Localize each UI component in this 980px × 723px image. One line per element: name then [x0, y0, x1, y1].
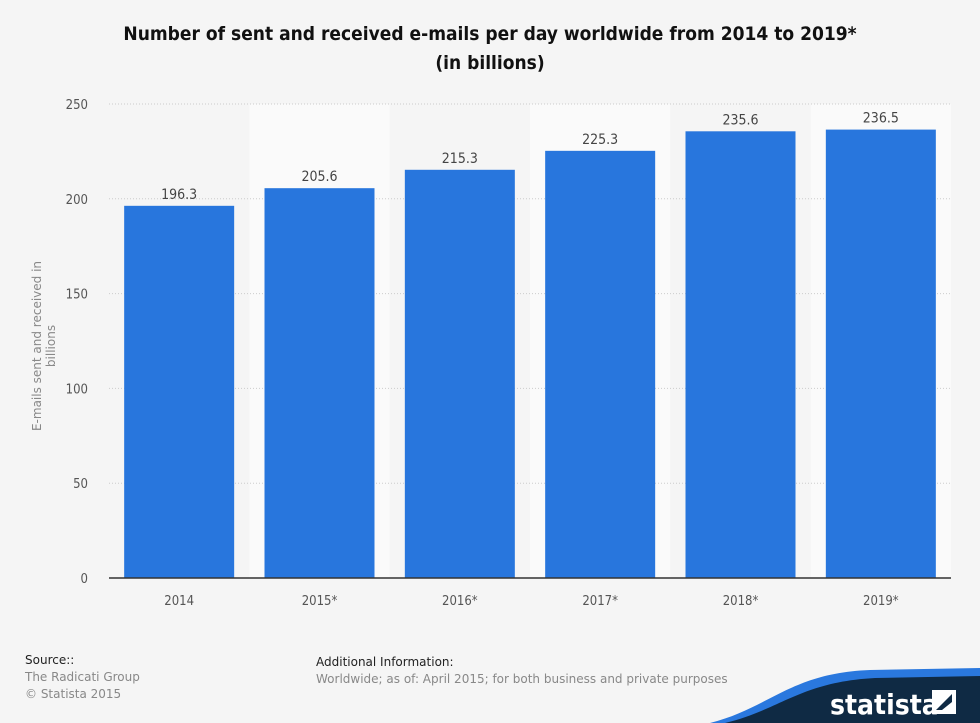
bar: [825, 129, 936, 578]
svg-text:statista: statista: [830, 688, 939, 721]
x-tick-label: 2014: [164, 594, 194, 609]
y-tick-label: 200: [66, 193, 88, 208]
y-axis-label: E-mails sent and received in billions: [30, 260, 58, 432]
data-label: 215.3: [442, 151, 478, 167]
data-label: 196.3: [161, 187, 197, 203]
title-line: Number of sent and received e-mails per …: [123, 23, 857, 45]
x-tick-label: 2017*: [582, 594, 618, 609]
subtitle-line: (in billions): [435, 52, 545, 74]
bar-chart: 0 50 100 150 200 250 196.3 2014 205.6 2015* 215.3 2…: [66, 98, 951, 609]
y-tick-label: 100: [66, 382, 88, 397]
x-tick-label: 2018*: [723, 594, 759, 609]
x-tick-label: 2016*: [442, 594, 478, 609]
source-block: Source:: The Radicati Group © Statista 2…: [25, 652, 140, 703]
y-tick-label: 50: [73, 477, 88, 492]
data-label: 236.5: [863, 111, 899, 127]
data-label: 205.6: [301, 169, 337, 185]
data-label: 235.6: [722, 112, 758, 128]
info-heading: Additional Information:: [316, 655, 454, 669]
x-tick-label: 2015*: [302, 594, 338, 609]
copyright-line: © Statista 2015: [25, 687, 122, 701]
statista-logo[interactable]: statista: [710, 668, 980, 723]
info-text: Worldwide; as of: April 2015; for both b…: [316, 672, 728, 686]
additional-info-block: Additional Information: Worldwide; as of…: [316, 654, 728, 688]
data-label: 225.3: [582, 132, 618, 148]
y-tick-label: 250: [66, 98, 88, 113]
bar: [124, 205, 235, 579]
bar: [264, 188, 375, 578]
source-heading: Source::: [25, 653, 75, 667]
bar: [404, 169, 515, 578]
bar: [685, 131, 796, 578]
bar: [545, 150, 656, 578]
y-tick-label: 150: [66, 288, 88, 303]
x-tick-label: 2019*: [863, 594, 899, 609]
chart-title: Number of sent and received e-mails per …: [0, 20, 980, 78]
source-line: The Radicati Group: [25, 670, 140, 684]
y-tick-label: 0: [81, 572, 88, 587]
